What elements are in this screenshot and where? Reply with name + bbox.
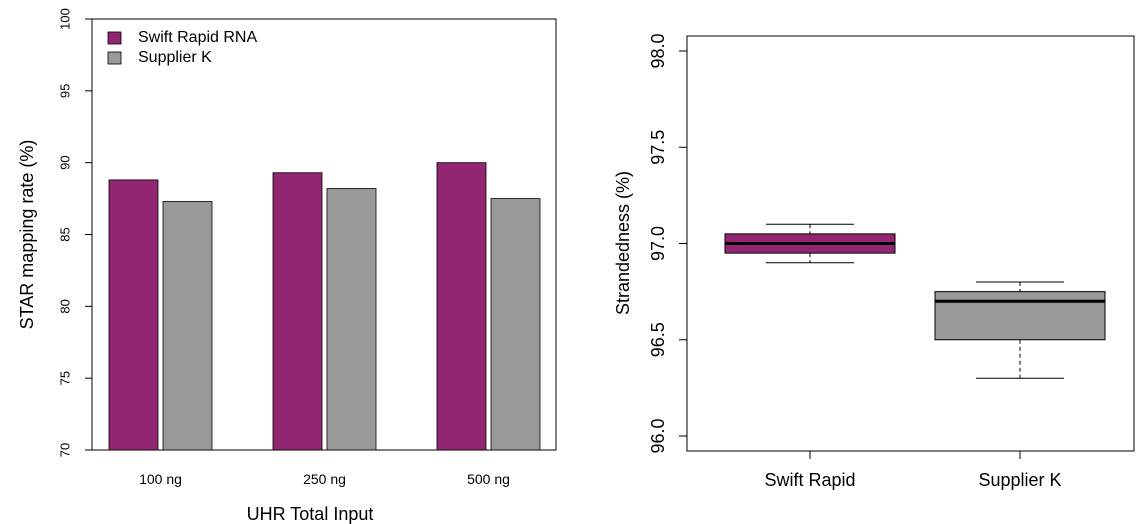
y-tick-label: 95 — [57, 84, 72, 98]
y-tick-label: 90 — [57, 155, 72, 169]
legend-swatch — [107, 31, 122, 45]
y-tick-label: 100 — [57, 8, 72, 30]
bar-swift — [272, 172, 323, 451]
y-tick-label: 96.5 — [648, 322, 668, 357]
y-tick-label: 70 — [57, 443, 72, 457]
x-tick-label: Swift Rapid — [764, 470, 855, 490]
bar-supplier — [326, 188, 377, 451]
x-tick-label: 250 ng — [303, 471, 346, 487]
bar-chart-mapping-rate: 70 75 80 85 90 95 100 STAR mapping rate (%) 100 … — [17, 8, 557, 524]
x-axis-title: UHR Total Input — [247, 504, 374, 524]
y-tick-label: 85 — [57, 227, 72, 241]
bar-supplier — [490, 198, 541, 451]
bar-swift — [108, 179, 159, 451]
x-tick-label: 100 ng — [139, 471, 182, 487]
x-tick-label: Supplier K — [978, 470, 1061, 490]
box-plot-strandedness: 96.0 96.5 97.0 97.5 98.0 Strandedness (%) Swif… — [613, 33, 1135, 490]
y-axis-title: STAR mapping rate (%) — [17, 140, 37, 330]
y-tick-label: 96.0 — [648, 418, 668, 453]
bar-supplier — [162, 201, 213, 451]
x-tick-label: 500 ng — [467, 471, 510, 487]
y-axis-title: Strandedness (%) — [613, 171, 633, 315]
box-supplier — [934, 291, 1106, 341]
y-tick-label: 98.0 — [648, 33, 668, 68]
y-tick-label: 75 — [57, 371, 72, 385]
legend-label: Supplier K — [138, 49, 212, 66]
legend-label: Swift Rapid RNA — [138, 29, 257, 46]
y-tick-label: 80 — [57, 299, 72, 313]
y-tick-label: 97.0 — [648, 226, 668, 261]
legend-swatch — [107, 51, 122, 65]
y-tick-label: 97.5 — [648, 130, 668, 165]
bar-swift — [436, 162, 487, 451]
